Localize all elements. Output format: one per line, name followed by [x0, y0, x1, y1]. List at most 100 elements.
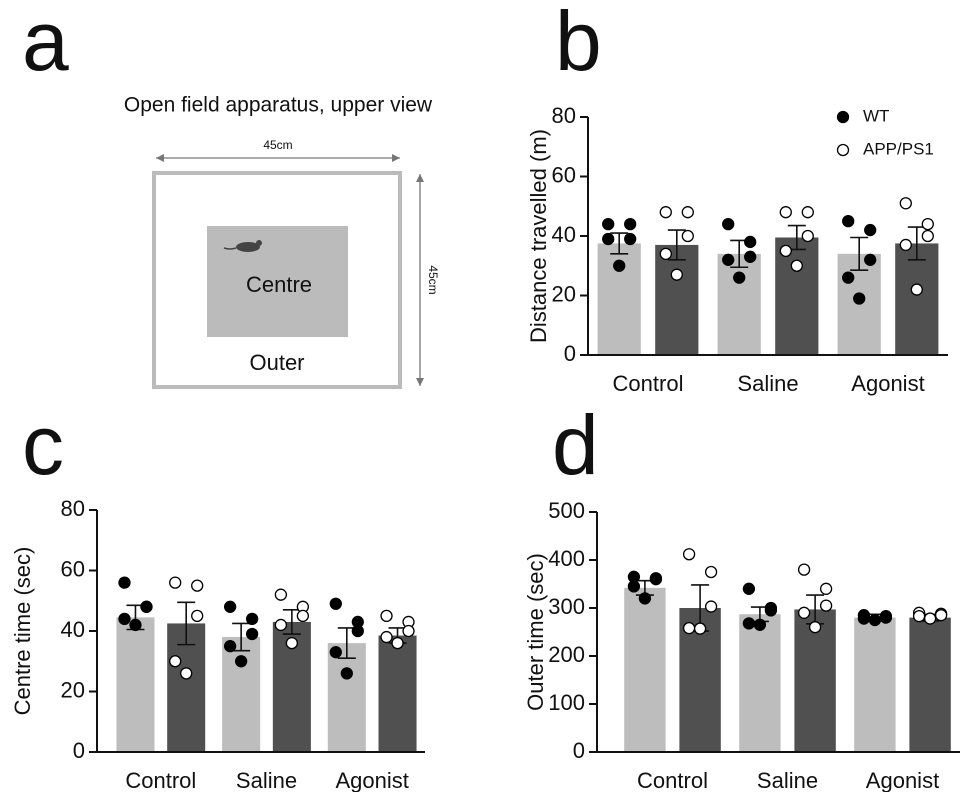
data-point	[779, 244, 792, 258]
data-point	[140, 600, 153, 613]
bar	[327, 643, 366, 752]
y-tick-label: 100	[548, 690, 585, 715]
data-point	[921, 229, 934, 243]
diagram-title: Open field apparatus, upper view	[124, 94, 433, 117]
legend-marker	[836, 143, 850, 157]
data-point	[722, 253, 735, 266]
legend-label: APP/PS1	[863, 139, 934, 158]
apparatus-diagram: Open field apparatus, upper view 45cm 45…	[124, 94, 440, 389]
bar	[222, 637, 261, 752]
data-point	[659, 206, 672, 219]
y-tick-label: 0	[73, 738, 85, 763]
data-point	[934, 609, 948, 622]
y-axis-label: Centre time (sec)	[10, 547, 35, 716]
legend-marker	[836, 110, 850, 124]
outer-zone	[152, 171, 402, 389]
width-label: 45cm	[263, 138, 292, 152]
data-point	[801, 206, 814, 219]
y-axis-label: Outer time (sec)	[523, 553, 548, 711]
data-point	[864, 223, 877, 237]
data-point	[670, 268, 683, 281]
data-point	[627, 580, 641, 593]
data-point	[274, 588, 288, 601]
x-tick-label: Saline	[737, 371, 798, 396]
y-tick-label: 60	[61, 556, 85, 581]
data-point	[234, 655, 248, 668]
y-tick-label: 80	[552, 103, 576, 128]
data-point	[329, 646, 342, 659]
bar	[909, 617, 951, 752]
bar	[116, 617, 155, 752]
data-point	[704, 565, 718, 579]
y-tick-label: 400	[548, 546, 585, 571]
mouse-icon	[223, 240, 262, 252]
legend-label: WT	[863, 106, 889, 125]
error-bar	[667, 229, 686, 261]
data-point	[380, 609, 393, 623]
data-point	[899, 197, 912, 210]
data-point	[180, 667, 193, 680]
panel-label: a	[22, 0, 69, 88]
outer-label: Outer	[249, 350, 304, 375]
x-tick-label: Agonist	[335, 768, 408, 792]
y-tick-label: 500	[548, 498, 585, 523]
data-point	[245, 627, 259, 641]
data-point	[923, 612, 937, 625]
data-point	[169, 655, 182, 668]
data-point	[879, 611, 893, 624]
y-axis-label: Distance travelled (m)	[526, 129, 551, 343]
data-point	[853, 292, 866, 305]
data-point	[899, 238, 912, 252]
data-point	[191, 579, 204, 592]
data-point	[921, 217, 934, 231]
data-point	[129, 618, 142, 632]
data-point	[391, 636, 404, 650]
chart: 0 20 40 60 80 Control Saline Agonist Centre time…	[10, 496, 425, 792]
bar	[624, 587, 666, 752]
x-tick-label: Saline	[236, 768, 297, 792]
data-point	[764, 604, 778, 617]
data-point	[191, 609, 204, 623]
panel-label: d	[552, 398, 599, 492]
x-tick-label: Control	[125, 768, 196, 792]
data-point	[638, 592, 652, 605]
data-point	[602, 217, 615, 231]
data-point	[118, 576, 131, 589]
y-tick-label: 0	[573, 738, 585, 763]
data-point	[808, 621, 822, 634]
bar	[378, 635, 417, 752]
data-point	[693, 622, 707, 635]
data-point	[681, 229, 694, 243]
data-point	[118, 612, 131, 626]
data-point	[223, 600, 237, 613]
x-tick-label: Agonist	[866, 768, 939, 792]
error-bar	[610, 232, 629, 255]
y-tick-label: 20	[61, 677, 85, 702]
data-point	[744, 235, 757, 249]
data-point	[402, 624, 415, 638]
data-point	[274, 618, 288, 632]
data-point	[801, 229, 814, 243]
bar	[854, 617, 896, 752]
data-point	[857, 612, 871, 625]
data-point	[797, 606, 811, 619]
data-point	[742, 582, 756, 595]
data-point	[602, 232, 615, 246]
data-point	[819, 599, 833, 612]
data-point	[910, 283, 923, 296]
bar	[739, 614, 781, 752]
data-point	[842, 214, 855, 228]
y-tick-label: 40	[61, 617, 85, 642]
data-point	[912, 610, 926, 623]
bar	[717, 253, 761, 355]
data-point	[340, 667, 353, 680]
x-tick-label: Agonist	[851, 371, 924, 396]
data-point	[819, 582, 833, 595]
bar	[655, 244, 699, 355]
data-point	[733, 271, 746, 284]
data-point	[613, 259, 626, 272]
x-tick-label: Saline	[757, 768, 818, 792]
y-tick-label: 40	[552, 222, 576, 247]
data-point	[681, 206, 694, 219]
data-point	[245, 612, 259, 626]
